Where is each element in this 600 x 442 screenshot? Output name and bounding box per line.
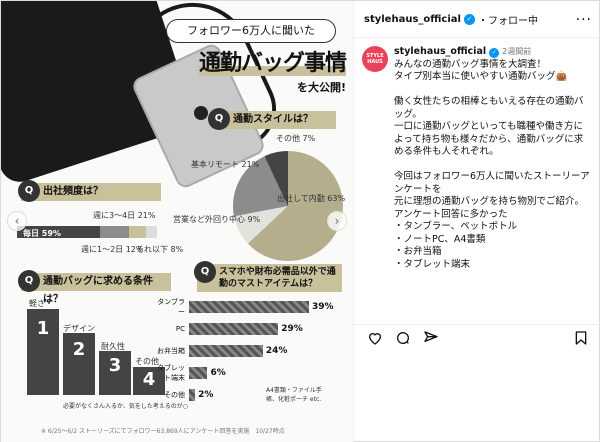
next-arrow-icon[interactable]: › xyxy=(327,211,347,231)
heart-icon[interactable] xyxy=(367,330,383,346)
prev-arrow-icon[interactable]: ‹ xyxy=(7,211,27,231)
rank-note: 必要がなくさん入るか、気をした考えるのが○ xyxy=(63,403,188,410)
post-sidebar: stylehaus_official ✓ ・フォロー中 ··· STYLE HA… xyxy=(353,1,600,442)
main-title: 通勤バッグ事情 xyxy=(198,51,347,76)
must-item-bar xyxy=(189,389,196,401)
commute-pie-chart xyxy=(233,151,343,261)
q-badge: Q xyxy=(18,180,40,202)
q-badge: Q xyxy=(18,270,40,292)
must-item-bar xyxy=(189,323,279,335)
avatar[interactable]: STYLE HAUS xyxy=(362,46,388,72)
post-time: 2週間前 xyxy=(502,47,532,56)
must-item-row: その他 2% xyxy=(164,389,214,401)
freq-less xyxy=(145,226,157,238)
must-item-row: タンブラー 39% xyxy=(157,298,334,316)
rank-2: 2 xyxy=(63,333,95,395)
must-item-label: お弁当箱 xyxy=(157,347,185,355)
rank-label-2: デザイン xyxy=(63,324,95,333)
other-note: A4書類・ファイル手帳、化粧ポーチ etc. xyxy=(266,387,322,403)
pie-label-remote: 基本リモート 21% xyxy=(191,160,260,169)
post-image[interactable]: フォロワー6万人に聞いた 通勤バッグ事情 を大公開! Q 通勤スタイルは？ その… xyxy=(1,1,353,442)
freq-label-daily: 毎日 59% xyxy=(23,229,61,238)
caption-text: みんなの通勤バッグ事情を大調査！ タイプ別本当に使いやすい通勤バッグ👜 働く女性… xyxy=(394,58,590,270)
post-header: stylehaus_official ✓ ・フォロー中 ··· xyxy=(354,1,600,38)
must-item-bar xyxy=(189,367,208,379)
pie-label-sales: 営業など外回り中心 9% xyxy=(173,215,261,224)
caption-block: STYLE HAUS stylehaus_official ✓ 2週間前 みんな… xyxy=(354,38,600,316)
title-pill: フォロワー6万人に聞いた xyxy=(166,19,336,43)
rank-label-3: 耐久性 xyxy=(101,342,125,351)
must-item-label: その他 xyxy=(164,391,185,399)
must-item-label: タンブラー xyxy=(157,298,185,316)
q-frequency: Q 出社頻度は？ xyxy=(18,180,161,202)
frequency-bar xyxy=(17,226,157,238)
must-item-pct: 6% xyxy=(210,368,226,378)
must-item-pct: 24% xyxy=(265,346,288,356)
bookmark-icon[interactable] xyxy=(573,330,589,346)
follow-status[interactable]: ・フォロー中 xyxy=(477,15,538,27)
comment-icon[interactable] xyxy=(395,330,411,346)
pie-label-other: その他 7% xyxy=(276,134,316,143)
q-commute-style: Q 通勤スタイルは？ xyxy=(208,108,336,130)
must-item-label: PC xyxy=(175,325,185,333)
freq-3-4 xyxy=(99,226,129,238)
must-item-row: PC 29% xyxy=(176,323,303,335)
freq-1-2 xyxy=(128,226,146,238)
must-item-pct: 2% xyxy=(198,390,214,400)
must-item-bar xyxy=(189,345,263,357)
must-item-bar xyxy=(189,301,309,313)
footnote: ※ 6/25〜6/2 ストーリーズにてフォロワー63,869人にアンケート回答を… xyxy=(41,428,285,435)
caption-username[interactable]: stylehaus_official xyxy=(394,46,487,57)
must-item-label: タブレット端末 xyxy=(157,364,185,382)
pie-label-office: 出社して内勤 63% xyxy=(277,194,346,203)
q-badge: Q xyxy=(194,261,216,283)
rank-label-4: その他 xyxy=(135,357,159,366)
action-bar xyxy=(353,324,600,348)
must-item-pct: 29% xyxy=(281,324,303,334)
rank-1: 1 xyxy=(27,309,59,395)
rank-3: 3 xyxy=(99,351,131,395)
freq-label-less: それ以下 8% xyxy=(136,245,184,254)
must-item-row: お弁当箱 24% xyxy=(157,345,288,357)
more-options-icon[interactable]: ··· xyxy=(575,12,592,28)
freq-label-3-4: 週に3〜4日 21% xyxy=(93,211,156,220)
verified-icon: ✓ xyxy=(489,48,500,58)
q-must-items: Q スマホや財布必需品以外で通勤のマストアイテムは？ xyxy=(194,261,342,292)
header-username[interactable]: stylehaus_official xyxy=(364,13,461,25)
share-icon[interactable] xyxy=(423,330,439,346)
must-item-pct: 39% xyxy=(312,302,334,312)
q-badge: Q xyxy=(208,108,230,130)
verified-icon: ✓ xyxy=(463,13,475,25)
caption-body: stylehaus_official ✓ 2週間前 みんなの通勤バッグ事情を大調… xyxy=(394,46,592,316)
freq-label-1-2: 週に1〜2日 12% xyxy=(81,245,144,254)
q-conditions: Q 通勤バッグに求める条件は？ xyxy=(18,270,171,305)
apple-logo-icon xyxy=(194,106,208,120)
rank-4: 4 xyxy=(133,367,165,395)
must-item-row: タブレット端末 6% xyxy=(157,364,226,382)
freq-daily xyxy=(17,226,100,238)
sub-title: を大公開! xyxy=(296,81,346,94)
